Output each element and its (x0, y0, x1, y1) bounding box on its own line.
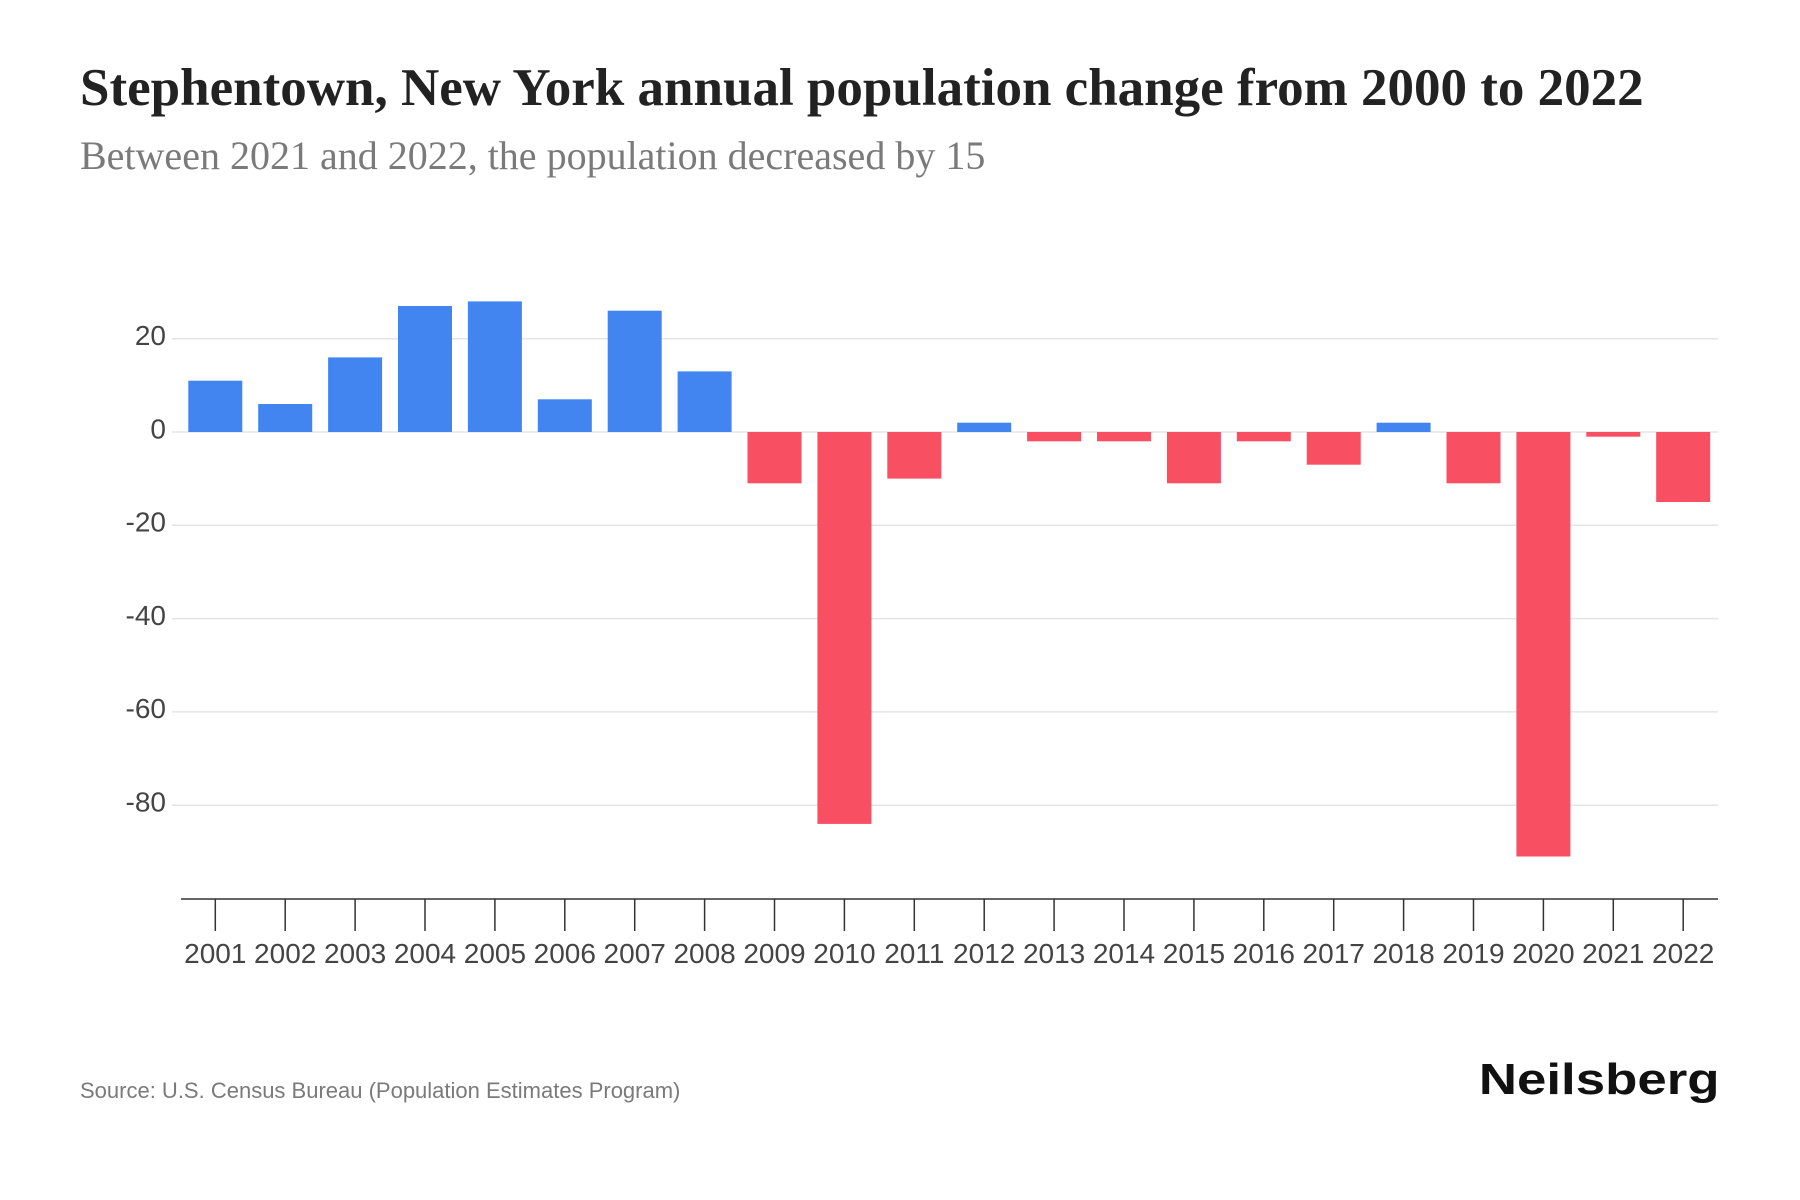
svg-text:-40: -40 (126, 600, 166, 631)
svg-text:2004: 2004 (394, 938, 456, 969)
svg-text:2020: 2020 (1512, 938, 1574, 969)
svg-text:2013: 2013 (1023, 938, 1085, 969)
svg-text:2021: 2021 (1582, 938, 1644, 969)
svg-text:2022: 2022 (1652, 938, 1714, 969)
svg-text:2003: 2003 (324, 938, 386, 969)
svg-text:2011: 2011 (884, 938, 944, 969)
svg-text:2001: 2001 (184, 938, 246, 969)
svg-text:2005: 2005 (464, 938, 526, 969)
svg-text:2018: 2018 (1372, 938, 1434, 969)
svg-text:2015: 2015 (1163, 938, 1225, 969)
svg-text:-80: -80 (126, 787, 166, 818)
svg-text:2014: 2014 (1093, 938, 1155, 969)
svg-text:-60: -60 (126, 693, 166, 724)
svg-text:2009: 2009 (743, 938, 805, 969)
svg-text:2016: 2016 (1233, 938, 1295, 969)
svg-text:2002: 2002 (254, 938, 316, 969)
svg-text:20: 20 (135, 320, 166, 351)
svg-text:2006: 2006 (534, 938, 596, 969)
svg-text:2007: 2007 (604, 938, 666, 969)
svg-text:0: 0 (150, 413, 166, 444)
svg-text:2010: 2010 (813, 938, 875, 969)
svg-text:-20: -20 (126, 507, 166, 538)
svg-text:2017: 2017 (1303, 938, 1365, 969)
svg-text:2012: 2012 (953, 938, 1015, 969)
svg-text:2019: 2019 (1442, 938, 1504, 969)
svg-text:2008: 2008 (673, 938, 735, 969)
